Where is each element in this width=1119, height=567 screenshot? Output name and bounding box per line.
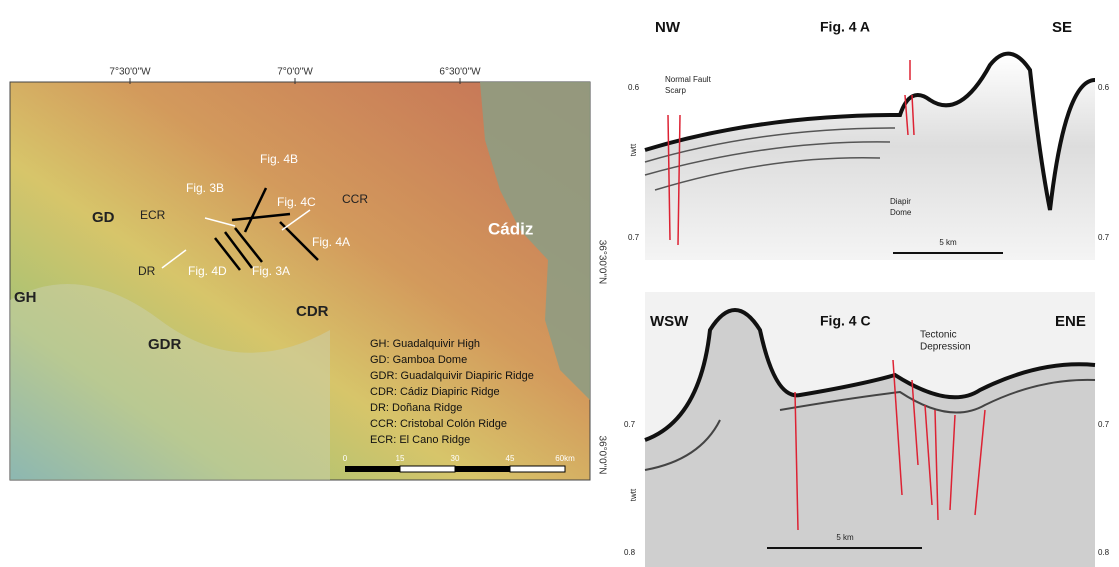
orientation: ENE (1055, 313, 1086, 330)
orientation: NW (655, 19, 681, 36)
lat-label: 36°30'0"N (596, 240, 607, 285)
place-label: Cádiz (488, 219, 533, 238)
axis-label: twtt (629, 488, 638, 501)
annotation: Normal Fault (665, 75, 712, 84)
orientation: WSW (650, 313, 689, 330)
fig-label: Fig. 4A (312, 235, 350, 249)
profile-title: Fig. 4 A (820, 19, 870, 35)
orientation: SE (1052, 19, 1072, 36)
scale-label: 30 (451, 454, 460, 463)
legend-item: CDR: Cádiz Diapiric Ridge (370, 386, 500, 398)
scale-label: 15 (396, 454, 405, 463)
annotation: Tectonic (920, 330, 957, 341)
profile-a: NW Fig. 4 A SE Normal Fault Scarp Diapir… (628, 5, 1110, 270)
tick-label: 0.8 (1098, 548, 1110, 557)
tick-label: 0.7 (624, 420, 636, 429)
annotation: Dome (890, 208, 912, 217)
legend-item: CCR: Cristobal Colón Ridge (370, 418, 507, 430)
legend-item: GDR: Guadalquivir Diapiric Ridge (370, 370, 534, 382)
figure: 7°30'0"W 7°0'0"W 6°30'0"W 36°30'0"N 36°0… (0, 0, 1119, 567)
tick-label: 0.7 (628, 233, 640, 242)
profile-title: Fig. 4 C (820, 313, 871, 329)
place-label: ECR (140, 208, 166, 222)
place-label: CCR (342, 192, 368, 206)
legend-item: GD: Gamboa Dome (370, 354, 467, 366)
annotation: Diapir (890, 197, 911, 206)
axis-label: twtt (629, 143, 638, 156)
lon-label: 6°30'0"W (439, 67, 481, 78)
scale-label: 5 km (836, 533, 854, 542)
fig-label: Fig. 4B (260, 152, 298, 166)
tick-label: 0.6 (628, 83, 640, 92)
legend-item: DR: Doñana Ridge (370, 402, 462, 414)
lat-label: 36°0'0"N (596, 436, 607, 475)
lon-label: 7°0'0"W (277, 67, 313, 78)
fig-label: Fig. 3B (186, 181, 224, 195)
scale-label: 60km (555, 454, 575, 463)
tick-label: 0.7 (1098, 233, 1110, 242)
fig-label: Fig. 4D (188, 264, 227, 278)
profile-c: WSW Fig. 4 C ENE Tectonic Depression 5 k… (624, 292, 1110, 567)
lon-label: 7°30'0"W (109, 67, 151, 78)
map: 7°30'0"W 7°0'0"W 6°30'0"W 36°30'0"N 36°0… (10, 67, 607, 480)
place-label: GDR (148, 336, 182, 353)
tick-label: 0.7 (1098, 420, 1110, 429)
tick-label: 0.8 (624, 548, 636, 557)
fig-label: Fig. 4C (277, 195, 316, 209)
scale-label: 5 km (939, 238, 957, 247)
legend-item: GH: Guadalquivir High (370, 338, 480, 350)
annotation: Scarp (665, 86, 686, 95)
place-label: DR (138, 264, 156, 278)
place-label: GH (14, 289, 37, 306)
annotation: Depression (920, 342, 971, 353)
tick-label: 0.6 (1098, 83, 1110, 92)
legend-item: ECR: El Cano Ridge (370, 434, 470, 446)
fig-label: Fig. 3A (252, 264, 290, 278)
place-label: GD (92, 209, 115, 226)
scale-label: 45 (506, 454, 515, 463)
scale-label: 0 (343, 454, 348, 463)
place-label: CDR (296, 303, 329, 320)
